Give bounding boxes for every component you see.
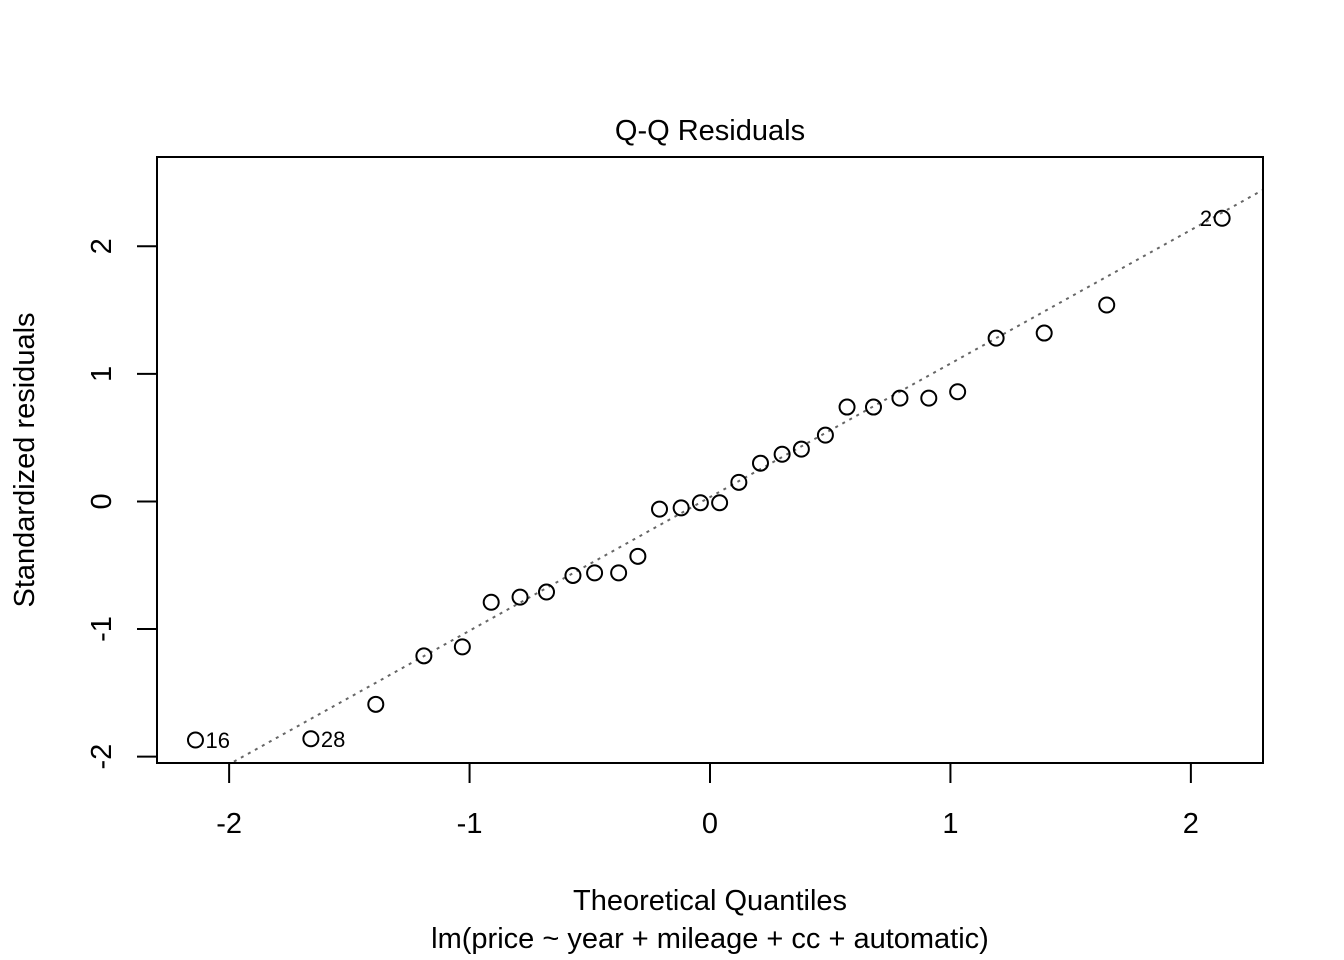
y-tick-label: 1 <box>86 366 118 382</box>
x-tick-label: -1 <box>457 808 483 840</box>
model-formula-subtitle: lm(price ~ year + mileage + cc + automat… <box>431 923 989 955</box>
data-point <box>1035 324 1053 342</box>
x-tick-label: 0 <box>702 808 718 840</box>
data-point <box>891 389 909 407</box>
data-point <box>538 583 556 601</box>
data-point <box>816 426 834 444</box>
data-point <box>511 588 529 606</box>
data-point <box>920 389 938 407</box>
data-point <box>1098 296 1116 314</box>
data-point <box>730 473 748 491</box>
data-point <box>751 454 769 472</box>
data-point <box>186 731 204 749</box>
data-point <box>453 638 471 656</box>
y-tick-label: 0 <box>86 493 118 509</box>
points-layer: 16 28 2 <box>186 206 1231 753</box>
data-point <box>949 383 967 401</box>
x-tick-label: -2 <box>216 808 242 840</box>
data-point <box>610 564 628 582</box>
point-label: 28 <box>321 727 345 752</box>
y-axis: -2 -1 0 1 2 <box>86 238 158 770</box>
x-tick-label: 2 <box>1183 808 1199 840</box>
data-point <box>1213 209 1231 227</box>
plot-frame <box>156 156 1264 764</box>
x-axis: -2 -1 0 1 2 <box>216 762 1199 840</box>
data-point <box>838 398 856 416</box>
data-point <box>792 440 810 458</box>
data-point <box>864 398 882 416</box>
y-tick-label: 2 <box>86 238 118 254</box>
data-point <box>629 547 647 565</box>
y-axis-title: Standardized residuals <box>9 312 41 607</box>
data-point <box>367 695 385 713</box>
data-point <box>691 494 709 512</box>
data-point <box>711 494 729 512</box>
y-tick-label: -2 <box>86 744 118 770</box>
qq-reference-line <box>229 189 1263 763</box>
data-point <box>987 329 1005 347</box>
data-point <box>482 593 500 611</box>
data-point <box>302 730 320 748</box>
reference-line-layer <box>229 189 1263 763</box>
data-point <box>564 566 582 584</box>
data-point <box>773 445 791 463</box>
data-point <box>651 500 669 518</box>
chart-title: Q-Q Residuals <box>615 115 805 147</box>
data-point <box>415 647 433 665</box>
data-point <box>586 564 604 582</box>
point-label: 2 <box>1200 206 1212 231</box>
point-label: 16 <box>205 728 229 753</box>
x-axis-title: Theoretical Quantiles <box>573 885 847 917</box>
x-tick-label: 1 <box>942 808 958 840</box>
y-tick-label: -1 <box>86 616 118 642</box>
data-point <box>672 499 690 517</box>
